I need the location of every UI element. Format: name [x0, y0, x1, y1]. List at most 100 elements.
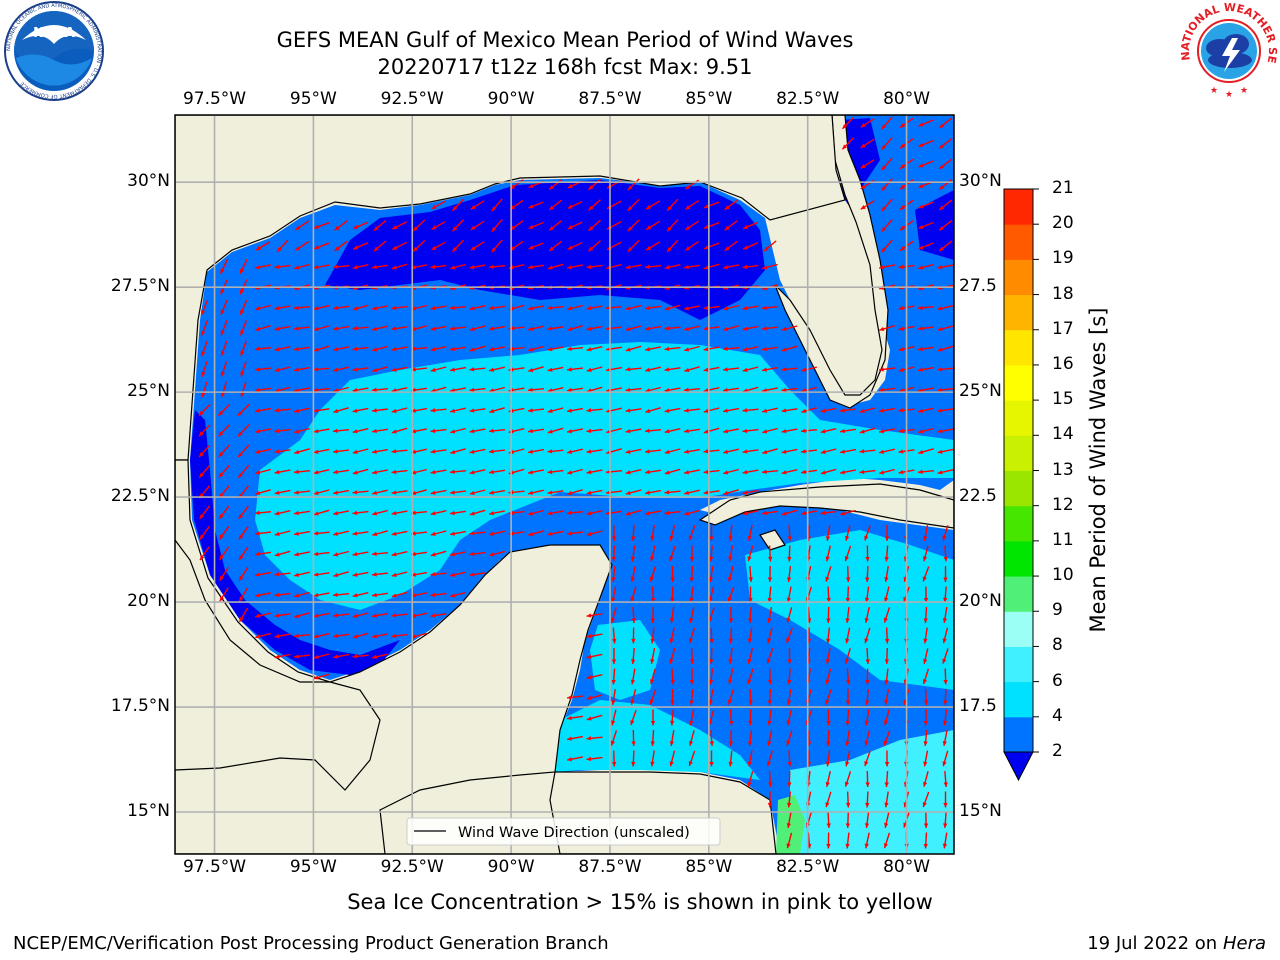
host-name: Hera — [1222, 933, 1266, 954]
wave-direction-arrow — [201, 381, 208, 398]
wave-direction-arrow — [826, 709, 831, 726]
wave-direction-arrow — [826, 586, 831, 603]
wave-direction-arrow — [218, 464, 230, 479]
wave-direction-arrow — [841, 116, 855, 130]
wave-direction-arrow — [373, 219, 387, 232]
wave-direction-arrow — [943, 791, 948, 808]
wave-direction-arrow — [918, 242, 934, 250]
colorbar-tick-label: 21 — [1052, 178, 1074, 198]
wave-direction-arrow — [332, 449, 350, 454]
wave-direction-arrow — [688, 750, 696, 767]
wave-direction-arrow — [664, 387, 681, 393]
lon-tick-top: 92.5°W — [380, 89, 444, 109]
wave-direction-arrow — [469, 387, 486, 393]
wave-direction-arrow — [274, 653, 291, 659]
colorbar — [1003, 188, 1039, 782]
wave-direction-arrow — [845, 586, 851, 603]
wave-direction-arrow — [709, 545, 714, 562]
wave-direction-arrow — [333, 530, 349, 536]
colorbar-label: Mean Period of Wind Waves [s] — [1086, 307, 1110, 633]
wave-direction-arrow — [431, 241, 446, 251]
wave-direction-arrow — [729, 709, 734, 726]
wave-direction-arrow — [727, 566, 734, 582]
wave-direction-arrow — [923, 606, 928, 624]
wave-direction-arrow — [747, 668, 754, 685]
wave-direction-arrow — [727, 586, 735, 603]
wave-direction-arrow — [567, 200, 583, 210]
wave-direction-arrow — [255, 241, 271, 251]
wave-direction-arrow — [391, 633, 408, 639]
wave-direction-arrow — [860, 159, 875, 169]
wave-direction-arrow — [449, 530, 467, 536]
wave-direction-arrow — [723, 428, 739, 434]
wave-direction-arrow — [333, 550, 349, 557]
wave-direction-arrow — [748, 565, 753, 583]
wave-direction-arrow — [392, 241, 407, 251]
wave-direction-arrow — [881, 137, 893, 150]
wave-direction-arrow — [586, 736, 603, 741]
wave-direction-arrow — [630, 709, 637, 726]
wave-direction-arrow — [547, 305, 564, 311]
wave-direction-arrow — [762, 263, 778, 270]
wave-direction-arrow — [728, 750, 733, 767]
wave-direction-arrow — [238, 587, 249, 602]
wave-direction-arrow — [845, 709, 850, 726]
wave-direction-arrow — [625, 489, 642, 495]
wave-direction-arrow — [664, 264, 681, 270]
wave-direction-arrow — [689, 688, 694, 706]
wave-direction-arrow — [844, 648, 851, 664]
wave-direction-arrow — [255, 468, 271, 475]
colorbar-tick-label: 10 — [1052, 565, 1074, 586]
wave-direction-arrow — [254, 346, 272, 352]
wave-direction-arrow — [527, 428, 545, 434]
wave-direction-arrow — [293, 633, 311, 639]
run-date-text: 19 Jul 2022 on — [1087, 933, 1223, 954]
wave-direction-arrow — [528, 366, 544, 373]
wave-direction-arrow — [625, 408, 642, 413]
wave-direction-arrow — [255, 304, 271, 311]
wave-direction-arrow — [528, 242, 544, 250]
wave-direction-arrow — [864, 709, 870, 726]
wave-direction-arrow — [664, 490, 681, 495]
wave-direction-arrow — [548, 199, 563, 211]
wave-direction-arrow — [332, 489, 350, 495]
wave-direction-arrow — [611, 586, 617, 603]
wave-direction-arrow — [942, 627, 949, 644]
wave-direction-arrow — [469, 469, 486, 475]
wave-direction-arrow — [845, 791, 851, 808]
wave-direction-arrow — [293, 654, 311, 659]
wave-direction-arrow — [708, 565, 714, 583]
wave-direction-arrow — [469, 551, 486, 557]
chart-subtitle: 20220717 t12z 168h fcst Max: 9.51 — [377, 55, 753, 79]
wave-direction-arrow — [825, 524, 831, 542]
wave-direction-arrow — [942, 606, 948, 624]
lat-tick-left: 15°N — [127, 801, 170, 821]
wave-direction-arrow — [586, 264, 603, 270]
wave-direction-arrow — [625, 305, 642, 311]
colorbar-segment — [1004, 716, 1033, 753]
wave-direction-arrow — [825, 689, 832, 705]
wave-direction-arrow — [489, 550, 505, 557]
wave-direction-arrow — [391, 510, 408, 516]
wave-direction-arrow — [410, 367, 428, 372]
wave-direction-arrow — [670, 688, 675, 706]
wave-direction-arrow — [943, 811, 948, 829]
wave-direction-arrow — [294, 427, 310, 434]
wave-direction-arrow — [274, 572, 291, 577]
wave-direction-arrow — [923, 627, 928, 644]
wave-direction-arrow — [352, 551, 369, 557]
wave-direction-arrow — [333, 366, 349, 372]
wave-direction-arrow — [825, 750, 831, 767]
wave-direction-arrow — [547, 449, 564, 454]
wave-direction-arrow — [430, 325, 447, 331]
wave-direction-arrow — [240, 361, 247, 377]
wave-direction-arrow — [650, 750, 655, 767]
wave-direction-arrow — [372, 325, 388, 331]
wave-direction-arrow — [669, 525, 676, 541]
wave-direction-arrow — [943, 545, 948, 562]
wave-direction-arrow — [766, 750, 773, 767]
map-frame — [174, 114, 955, 855]
wave-direction-arrow — [918, 139, 934, 148]
wave-direction-arrow — [884, 565, 889, 583]
wave-direction-arrow — [845, 750, 851, 767]
